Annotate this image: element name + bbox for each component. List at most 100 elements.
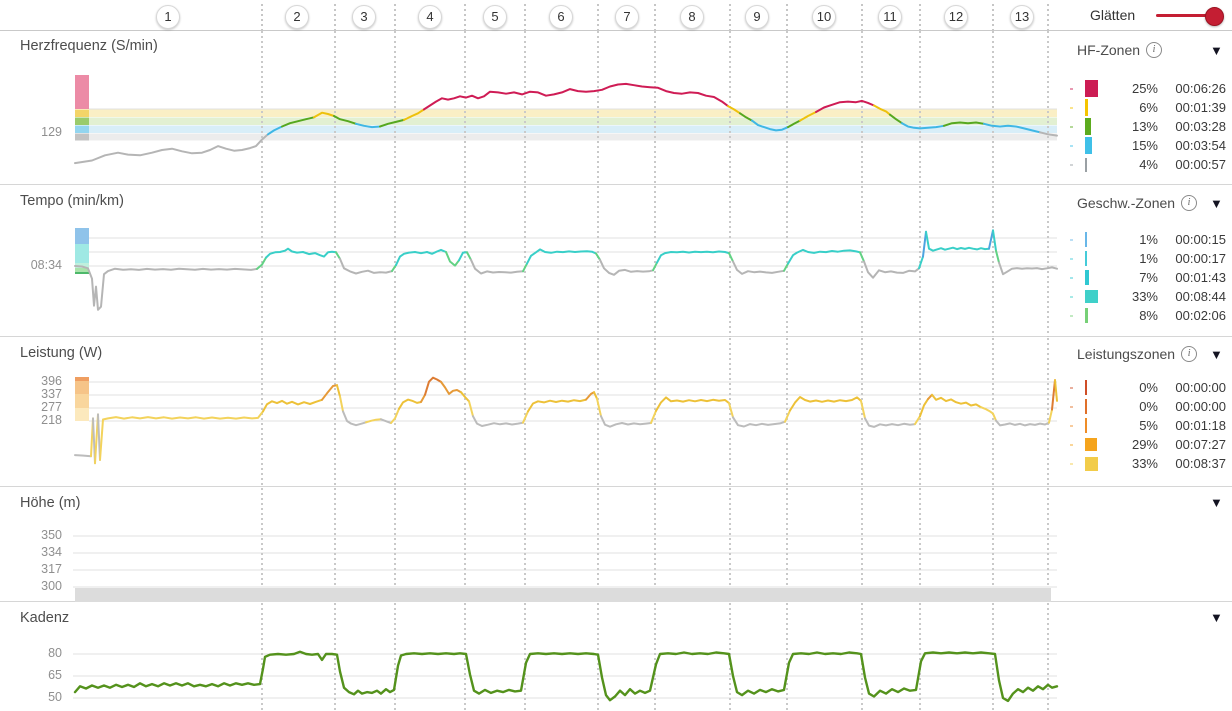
- km-marker-13: 13: [1010, 5, 1034, 29]
- zone-legend-power: 0% 00:00:00 0% 00:00:00 5% 00:01:18 29% 00:07:2…: [1062, 378, 1228, 473]
- zone-tick: [1070, 277, 1073, 279]
- zone-percent: 4%: [1139, 157, 1158, 172]
- km-marker-7: 7: [615, 5, 639, 29]
- km-marker-11: 11: [878, 5, 902, 29]
- zone-tick: [1070, 444, 1073, 446]
- y-axis-tick-hoehe: 317: [41, 562, 62, 576]
- y-axis-tick-hoehe: 334: [41, 545, 62, 559]
- zone-percent: 15%: [1131, 138, 1158, 153]
- zone-legend-row: 25% 00:06:26: [1062, 79, 1228, 98]
- zone-percent: 0%: [1139, 380, 1158, 395]
- zone-legend-row: 1% 00:00:15: [1062, 230, 1228, 249]
- zone-color-swatch: [1085, 308, 1088, 323]
- zone-tick: [1070, 315, 1073, 317]
- zone-time: 00:08:44: [1175, 289, 1226, 304]
- info-icon[interactable]: i: [1181, 346, 1198, 362]
- chart-title-tempo: Tempo (min/km): [20, 193, 124, 209]
- collapse-section-button-hr[interactable]: ▼: [1210, 43, 1223, 58]
- zone-tick: [1070, 145, 1073, 147]
- chart-title-power: Leistung (W): [20, 345, 103, 361]
- zone-tick: [1070, 107, 1073, 109]
- zone-percent: 0%: [1139, 399, 1158, 414]
- km-marker-12: 12: [944, 5, 968, 29]
- zone-legend-row: 5% 00:01:18: [1062, 416, 1228, 435]
- kadenz-chart-canvas[interactable]: [0, 603, 1060, 711]
- smoothing-label: Glätten: [1090, 7, 1136, 23]
- info-icon[interactable]: i: [1181, 195, 1198, 211]
- collapse-section-button-power[interactable]: ▼: [1210, 347, 1223, 362]
- zone-legend-row: 7% 00:01:43: [1062, 268, 1228, 287]
- chart-title-kadenz: Kadenz: [20, 610, 70, 626]
- zone-legend-title-text: Leistungszonen: [1077, 346, 1176, 362]
- km-marker-1: 1: [156, 5, 180, 29]
- zone-tick: [1070, 258, 1073, 260]
- zone-color-swatch: [1085, 118, 1091, 135]
- y-axis-tick-kadenz: 50: [48, 690, 62, 704]
- y-axis-tick-power: 277: [41, 400, 62, 414]
- zone-time: 00:06:26: [1175, 81, 1226, 96]
- zone-legend-row: 0% 00:00:00: [1062, 378, 1228, 397]
- zone-time: 00:08:37: [1175, 456, 1226, 471]
- zone-percent: 1%: [1139, 232, 1158, 247]
- y-axis-tick-hr: 129: [41, 125, 62, 139]
- smoothing-slider-handle[interactable]: [1205, 7, 1224, 26]
- km-marker-9: 9: [745, 5, 769, 29]
- y-axis-tick-kadenz: 65: [48, 668, 62, 682]
- zone-tick: [1070, 239, 1073, 241]
- zone-color-swatch: [1085, 137, 1092, 154]
- y-axis-tick-power: 337: [41, 387, 62, 401]
- km-marker-2: 2: [285, 5, 309, 29]
- zone-color-swatch: [1085, 290, 1098, 303]
- zone-percent: 8%: [1139, 308, 1158, 323]
- zone-tick: [1070, 463, 1073, 465]
- zone-tick: [1070, 126, 1073, 128]
- zone-color-swatch: [1085, 438, 1097, 451]
- y-axis-tick-tempo: 08:34: [30, 258, 62, 272]
- zone-time: 00:07:27: [1175, 437, 1226, 452]
- zone-legend-row: 0% 00:00:00: [1062, 397, 1228, 416]
- y-axis-tick-hoehe: 300: [41, 579, 62, 593]
- km-axis-gridlines: [261, 4, 1049, 30]
- zone-legend-row: 13% 00:03:28: [1062, 117, 1228, 136]
- smoothing-slider-track[interactable]: [1156, 14, 1216, 17]
- zone-tick: [1070, 88, 1073, 90]
- zone-time: 00:03:28: [1175, 119, 1226, 134]
- zone-percent: 29%: [1131, 437, 1158, 452]
- zone-tick: [1070, 425, 1073, 427]
- zone-time: 00:00:00: [1175, 380, 1226, 395]
- hr-chart-canvas[interactable]: [0, 31, 1060, 185]
- info-icon[interactable]: i: [1146, 42, 1163, 58]
- zone-tick: [1070, 406, 1073, 408]
- chart-row-kadenz: [0, 603, 1232, 710]
- chart-title-hr: Herzfrequenz (S/min): [20, 38, 158, 54]
- zone-legend-title-text: HF-Zonen: [1077, 42, 1141, 58]
- collapse-section-button-hoehe[interactable]: ▼: [1210, 495, 1223, 510]
- collapse-section-button-tempo[interactable]: ▼: [1210, 196, 1223, 211]
- zone-legend-hr: 25% 00:06:26 6% 00:01:39 13% 00:03:28 15% 00:03…: [1062, 79, 1228, 174]
- y-axis-tick-power: 396: [41, 374, 62, 388]
- chart-title-hoehe: Höhe (m): [20, 495, 81, 511]
- hoehe-chart-canvas[interactable]: [0, 488, 1060, 602]
- km-marker-6: 6: [549, 5, 573, 29]
- zone-time: 00:00:57: [1175, 157, 1226, 172]
- zone-legend-row: 33% 00:08:44: [1062, 287, 1228, 306]
- zone-percent: 25%: [1131, 81, 1158, 96]
- y-axis-tick-kadenz: 80: [48, 646, 62, 660]
- zone-legend-row: 29% 00:07:27: [1062, 435, 1228, 454]
- km-marker-4: 4: [418, 5, 442, 29]
- km-marker-8: 8: [680, 5, 704, 29]
- zone-legend-row: 4% 00:00:57: [1062, 155, 1228, 174]
- collapse-section-button-kadenz[interactable]: ▼: [1210, 610, 1223, 625]
- zone-time: 00:02:06: [1175, 308, 1226, 323]
- chart-row-tempo: [0, 186, 1232, 337]
- tempo-chart-canvas[interactable]: [0, 186, 1060, 337]
- zone-color-swatch: [1085, 270, 1089, 285]
- zone-legend-row: 1% 00:00:17: [1062, 249, 1228, 268]
- zone-legend-title-hr: HF-Zonen i: [1077, 42, 1205, 58]
- zone-color-swatch: [1085, 456, 1098, 471]
- chart-row-hr: [0, 31, 1232, 185]
- zone-time: 00:03:54: [1175, 138, 1226, 153]
- power-chart-canvas[interactable]: [0, 338, 1060, 487]
- zone-legend-title-power: Leistungszonen i: [1077, 346, 1205, 362]
